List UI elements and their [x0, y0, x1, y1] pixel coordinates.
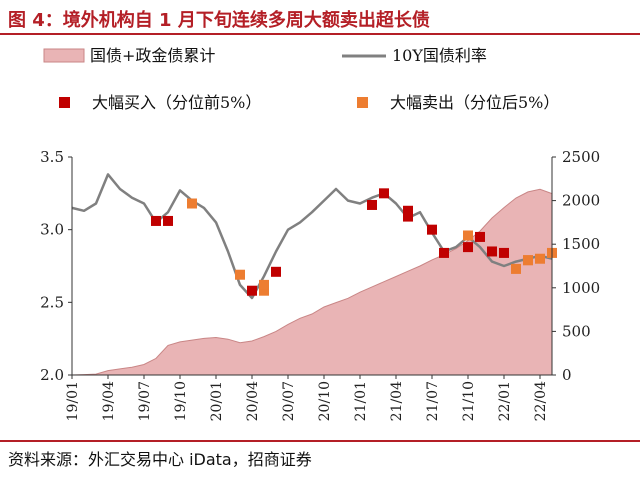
area-layer: [71, 188, 553, 376]
buy-marker: [403, 211, 413, 222]
x-tick-label: 19/10: [173, 381, 189, 421]
right-tick-label: 0: [562, 366, 572, 384]
title-rule: [0, 33, 640, 35]
legend-swatch-holdings: [43, 48, 85, 63]
source-rule: [0, 440, 640, 442]
buy-marker: [487, 246, 497, 257]
x-tick-label: 22/01: [497, 381, 513, 421]
left-tick-label: 3.5: [40, 148, 64, 166]
legend-label-sells: 大幅卖出（分位后5%）: [390, 93, 559, 112]
left-tick-label: 2.5: [40, 293, 64, 311]
buy-marker: [427, 224, 437, 235]
sell-marker: [259, 285, 269, 296]
buy-marker: [367, 199, 377, 210]
x-tick-label: 20/01: [209, 381, 225, 421]
x-tick-label: 20/04: [245, 381, 261, 421]
sell-marker: [187, 198, 197, 209]
legend-label-holdings: 国债+政金债累计: [90, 46, 215, 65]
x-tick-label: 21/07: [425, 381, 441, 421]
source-note: 资料来源：外汇交易中心 iData，招商证券: [8, 450, 312, 469]
x-tick-label: 19/01: [65, 381, 81, 421]
buy-marker: [163, 215, 173, 226]
left-tick-label: 3.0: [40, 221, 64, 239]
axes-layer: 2.0 2.5 3.0 3.5 0 500 1000 1500 2000 2500 19/01 19/…: [40, 148, 600, 421]
holdings-area: [71, 188, 553, 376]
x-tick-label: 22/04: [533, 381, 549, 421]
buy-marker: [247, 285, 257, 296]
buy-marker: [403, 205, 413, 216]
sell-marker: [259, 279, 269, 290]
sell-marker: [511, 263, 521, 274]
buy-marker: [271, 266, 281, 277]
buy-marker: [379, 188, 389, 199]
x-tick-label: 20/10: [317, 381, 333, 421]
right-tick-label: 1500: [562, 235, 600, 253]
sell-marker: [523, 255, 533, 266]
buy-marker: [499, 247, 509, 258]
right-tick-label: 1000: [562, 279, 600, 297]
x-tick-label: 20/07: [281, 381, 297, 421]
x-tick-label: 21/10: [461, 381, 477, 421]
sell-marker: [235, 269, 245, 280]
buy-marker: [439, 247, 449, 258]
sell-marker: [535, 253, 545, 264]
legend-label-buys: 大幅买入（分位前5%）: [92, 93, 261, 112]
legend-swatch-buys: [59, 97, 70, 108]
buy-marker: [475, 231, 485, 242]
right-tick-label: 2500: [562, 148, 600, 166]
legend-label-yield: 10Y国债利率: [392, 46, 487, 65]
left-tick-label: 2.0: [40, 366, 64, 384]
x-tick-label: 19/04: [101, 381, 117, 421]
right-tick-label: 2000: [562, 192, 600, 210]
figure-title: 图 4：境外机构自 1 月下旬连续多周大额卖出超长债: [8, 10, 430, 31]
right-tick-label: 500: [562, 322, 591, 340]
buy-marker: [463, 242, 473, 253]
legend-swatch-sells: [357, 97, 368, 108]
x-tick-label: 21/04: [389, 381, 405, 421]
sell-marker: [463, 230, 473, 241]
x-tick-label: 21/01: [353, 381, 369, 421]
x-tick-label: 19/07: [137, 381, 153, 421]
buy-marker: [151, 215, 161, 226]
